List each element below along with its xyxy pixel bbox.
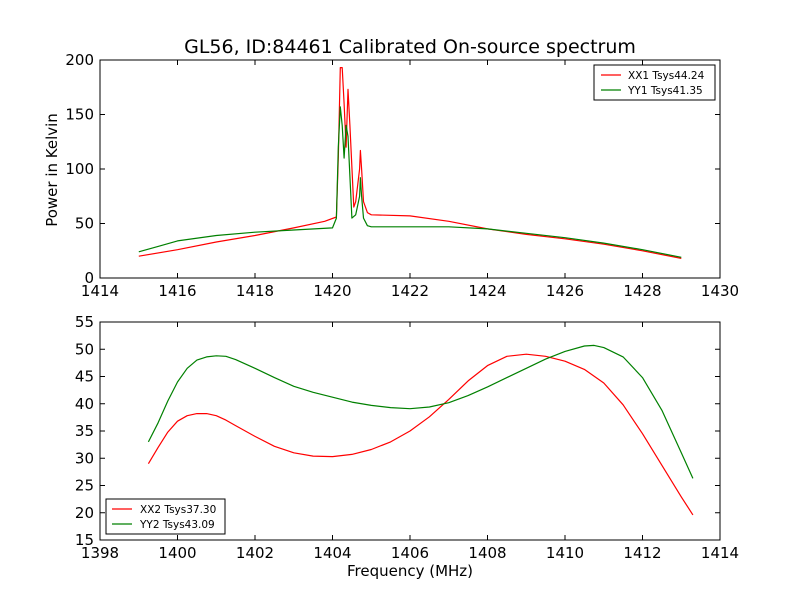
series-line <box>138 106 682 258</box>
x-tick-label: 1400 <box>158 544 196 562</box>
x-tick-label: 1408 <box>468 544 506 562</box>
legend-label: XX1 Tsys44.24 <box>628 70 705 82</box>
x-axis-label: Frequency (MHz) <box>347 562 473 580</box>
ticks-group: 1414 1416 1418 1420 1422 1424 1426 1428 1430 0 50 1… <box>65 51 739 300</box>
legend-frame <box>593 64 716 101</box>
x-tick-label: 1410 <box>546 544 584 562</box>
x-tick-label: 1416 <box>158 282 196 300</box>
y-tick-label: 25 <box>75 477 94 495</box>
legend: XX2 Tsys37.30 YY2 Tsys43.09 <box>105 498 226 535</box>
ticks-group: 1398 1400 1402 1404 1406 1408 1410 1412 1414 15 20… <box>75 313 739 562</box>
legend-label: YY1 Tsys41.35 <box>627 85 703 97</box>
y-tick-label: 100 <box>65 160 94 178</box>
legend-label: YY2 Tsys43.09 <box>139 519 215 531</box>
y-tick-label: 45 <box>75 368 94 386</box>
bottom-chart: Frequency (MHz) 1398 1400 1402 1404 1406 1408… <box>75 313 739 580</box>
series-group <box>138 66 682 259</box>
legend-frame <box>105 498 226 535</box>
y-tick-label: 35 <box>75 422 94 440</box>
top-chart: GL56, ID:84461 Calibrated On-source spec… <box>43 36 739 300</box>
y-tick-label: 50 <box>75 340 94 358</box>
x-tick-label: 1428 <box>623 282 661 300</box>
y-tick-label: 0 <box>84 269 94 287</box>
x-tick-label: 1404 <box>313 544 351 562</box>
x-tick-label: 1414 <box>81 282 119 300</box>
y-tick-label: 50 <box>75 215 94 233</box>
y-tick-label: 200 <box>65 51 94 69</box>
x-tick-label: 1414 <box>701 544 739 562</box>
x-tick-label: 1424 <box>468 282 506 300</box>
series-group <box>147 344 694 516</box>
x-tick-label: 1418 <box>236 282 274 300</box>
y-tick-label: 15 <box>75 531 94 549</box>
x-tick-label: 1422 <box>391 282 429 300</box>
y-tick-label: 30 <box>75 449 94 467</box>
legend: XX1 Tsys44.24 YY1 Tsys41.35 <box>593 64 716 101</box>
x-tick-label: 1420 <box>313 282 351 300</box>
series-line <box>147 353 694 516</box>
chart-title: GL56, ID:84461 Calibrated On-source spec… <box>184 36 636 58</box>
legend-label: XX2 Tsys37.30 <box>140 504 216 516</box>
y-tick-label: 40 <box>75 395 94 413</box>
x-tick-label: 1426 <box>546 282 584 300</box>
x-tick-label: 1402 <box>236 544 274 562</box>
y-tick-label: 150 <box>65 106 94 124</box>
series-line <box>147 344 694 479</box>
x-tick-label: 1398 <box>81 544 119 562</box>
y-axis-label: Power in Kelvin <box>43 113 61 227</box>
y-tick-label: 55 <box>75 313 94 331</box>
y-tick-label: 20 <box>75 504 94 522</box>
x-tick-label: 1406 <box>391 544 429 562</box>
x-tick-label: 1430 <box>701 282 739 300</box>
x-tick-label: 1412 <box>623 544 661 562</box>
